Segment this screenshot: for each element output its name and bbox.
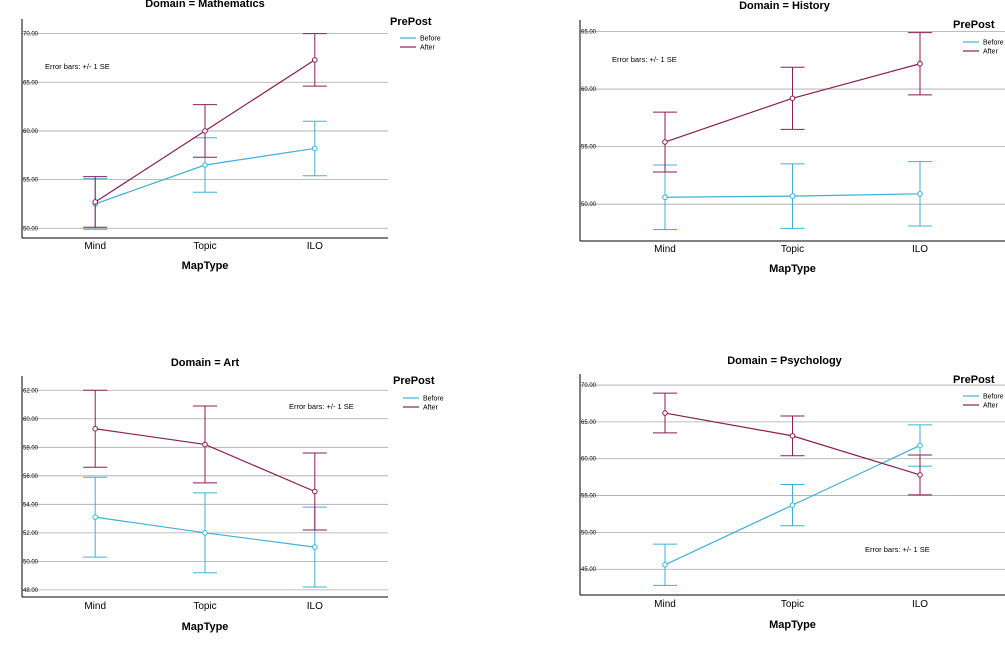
panel-1-error-bar-note: Error bars: +/- 1 SE bbox=[45, 62, 110, 71]
panel-3-y-tick-label: 56.00 bbox=[23, 474, 39, 480]
panel-3-y-tick-label: 54.00 bbox=[23, 502, 39, 508]
panel-2-before-point bbox=[662, 194, 668, 201]
panel-4-after-point bbox=[789, 433, 796, 439]
panel-3-y-tick-label: 50.00 bbox=[23, 559, 39, 565]
panel-1-before-point bbox=[312, 145, 318, 152]
panel-4-x-axis-label: MapType bbox=[769, 619, 816, 631]
panel-1-legend-title: PrePost bbox=[390, 16, 432, 28]
panel-4-y-tick-label: 70.00 bbox=[581, 383, 597, 389]
panel-3-y-tick-label: 48.00 bbox=[23, 588, 39, 594]
panel-4-before-point bbox=[662, 561, 668, 568]
panel-4-legend-label-after: After bbox=[983, 403, 998, 410]
panel-4-after-point bbox=[662, 410, 668, 416]
panel-4-after-point bbox=[917, 472, 923, 478]
panel-2-after-point bbox=[789, 95, 796, 102]
panel-4-y-tick-label: 45.00 bbox=[581, 567, 597, 573]
panel-1-y-tick-label: 55.00 bbox=[23, 178, 39, 184]
panel-4-y-tick-label: 65.00 bbox=[581, 420, 597, 426]
panel-3-x-tick-label: ILO bbox=[307, 601, 323, 612]
panel-4-before-point bbox=[917, 442, 923, 449]
panel-1-x-axis-label: MapType bbox=[182, 260, 229, 272]
panel-3-before-point bbox=[202, 530, 208, 536]
panel-1-after-point bbox=[312, 57, 318, 63]
panel-4-x-tick-label: Topic bbox=[781, 599, 804, 610]
panel-2-x-tick-label: ILO bbox=[912, 244, 928, 255]
panel-1-legend-label-before: Before bbox=[420, 36, 441, 43]
panel-1-title: Domain = Mathematics bbox=[145, 0, 265, 10]
panel-3-legend-label-before: Before bbox=[423, 396, 444, 403]
panel-2-legend-label-before: Before bbox=[983, 40, 1004, 47]
panel-3-y-tick-label: 60.00 bbox=[23, 417, 39, 423]
panel-1-y-tick-label: 50.00 bbox=[23, 226, 39, 232]
panel-3-x-tick-label: Topic bbox=[193, 601, 216, 612]
panel-2-x-tick-label: Mind bbox=[654, 244, 676, 255]
panel-2-legend-title: PrePost bbox=[953, 19, 995, 31]
panel-4-title: Domain = Psychology bbox=[727, 355, 842, 367]
panel-2-title: Domain = History bbox=[739, 0, 831, 12]
panel-2-error-bar-note: Error bars: +/- 1 SE bbox=[612, 55, 677, 64]
panel-3-after-point bbox=[312, 488, 318, 495]
panel-1-after-point bbox=[202, 128, 208, 134]
panel-3-after-point bbox=[202, 441, 208, 448]
panel-4-y-tick-label: 50.00 bbox=[581, 530, 597, 536]
panel-2-legend-label-after: After bbox=[983, 49, 998, 56]
panel-2-before-point bbox=[789, 193, 796, 199]
panel-2-y-tick-label: 50.00 bbox=[581, 202, 597, 208]
panel-3-error-bar-note: Error bars: +/- 1 SE bbox=[289, 402, 354, 411]
panel-3-legend-title: PrePost bbox=[393, 375, 435, 387]
panel-1-x-tick-label: Topic bbox=[193, 241, 216, 252]
panel-3-after-point bbox=[92, 425, 98, 432]
panel-3-y-tick-label: 58.00 bbox=[23, 445, 39, 451]
panel-4-y-tick-label: 55.00 bbox=[581, 494, 597, 500]
panel-1-y-tick-label: 65.00 bbox=[23, 80, 39, 86]
panel-4-legend-title: PrePost bbox=[953, 374, 995, 386]
panel-2-before-point bbox=[917, 191, 923, 197]
panel-1-y-tick-label: 60.00 bbox=[23, 129, 39, 135]
panel-1-legend-label-after: After bbox=[420, 45, 435, 52]
panel-3-before-point bbox=[312, 544, 318, 550]
panel-2-after-point bbox=[662, 139, 668, 145]
panel-1-after-point bbox=[92, 199, 98, 205]
panel-3-x-tick-label: Mind bbox=[84, 601, 106, 612]
panel-1-y-tick-label: 70.00 bbox=[23, 32, 39, 38]
panel-2-y-tick-label: 65.00 bbox=[581, 30, 597, 36]
panel-3-legend-label-after: After bbox=[423, 405, 438, 412]
panel-2-x-axis-label: MapType bbox=[769, 263, 816, 275]
panel-2-y-tick-label: 55.00 bbox=[581, 145, 597, 151]
panel-2-after-point bbox=[917, 60, 923, 67]
panel-4-y-tick-label: 60.00 bbox=[581, 457, 597, 463]
panel-4-error-bar-note: Error bars: +/- 1 SE bbox=[865, 545, 930, 554]
panel-3-before-point bbox=[92, 514, 98, 520]
panel-2-y-tick-label: 60.00 bbox=[581, 87, 597, 93]
panel-1-before-point bbox=[202, 162, 208, 168]
panel-3-y-tick-label: 52.00 bbox=[23, 531, 39, 537]
panel-4-x-tick-label: ILO bbox=[912, 599, 928, 610]
panel-1-x-tick-label: Mind bbox=[84, 241, 106, 252]
panel-2-x-tick-label: Topic bbox=[781, 244, 804, 255]
panel-3-title: Domain = Art bbox=[171, 357, 240, 369]
panel-1-x-tick-label: ILO bbox=[307, 241, 323, 252]
panel-4-legend-label-before: Before bbox=[983, 394, 1004, 401]
panel-3-y-tick-label: 62.00 bbox=[23, 388, 39, 394]
panel-4-before-point bbox=[789, 502, 796, 508]
panel-4-x-tick-label: Mind bbox=[654, 599, 676, 610]
panel-3-x-axis-label: MapType bbox=[182, 621, 229, 633]
